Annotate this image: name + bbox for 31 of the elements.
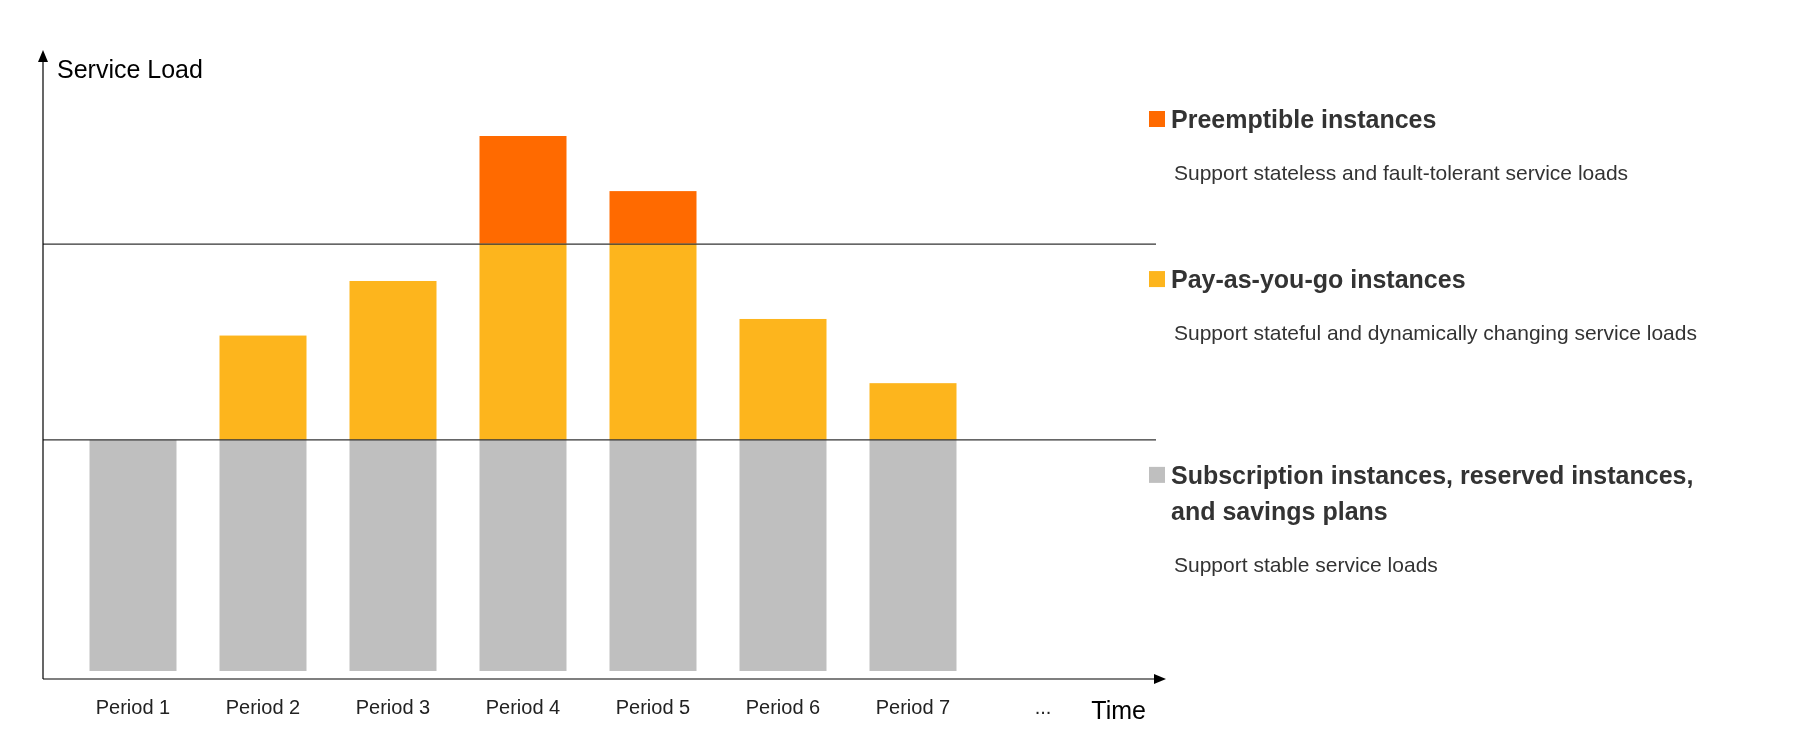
bar: [609, 439, 697, 671]
x-tick-label: Period 5: [615, 696, 691, 718]
text: Support stable service loads: [1174, 552, 1438, 576]
bar: [609, 243, 697, 440]
bar: [89, 439, 177, 671]
bar: [479, 136, 567, 244]
bar: [739, 439, 827, 671]
legend-label: Preemptible instances: [1171, 105, 1437, 133]
bar: [349, 280, 437, 440]
x-tick-label: ...: [1034, 696, 1052, 718]
text: Support stateless and fault-tolerant service loads: [1174, 161, 1629, 184]
bar: [479, 243, 567, 440]
text: Support stateful and dynamically changing service loads: [1174, 321, 1697, 345]
x-tick-label: Period 3: [355, 696, 431, 718]
x-tick-label: Period 6: [745, 696, 821, 718]
bar: [609, 191, 697, 244]
x-tick-label: Period 1: [95, 696, 171, 718]
x-tick-label: Period 2: [225, 696, 301, 718]
y-axis-title: Service Load: [57, 55, 203, 83]
x-tick-label: Period 7: [875, 696, 951, 718]
bar: [739, 318, 827, 440]
bar: [869, 383, 957, 440]
x-axis-title: Time: [1091, 696, 1146, 724]
bar: [479, 439, 567, 671]
bar: [869, 439, 957, 671]
bar: [349, 439, 437, 671]
legend-label: Subscription instances, reserved instances, and savings plans: [1171, 460, 1694, 525]
x-tick-label: Period 4: [485, 696, 561, 718]
legend-label: Pay-as-you-go instances: [1171, 265, 1466, 294]
bar: [219, 439, 307, 671]
bar: [219, 335, 307, 440]
